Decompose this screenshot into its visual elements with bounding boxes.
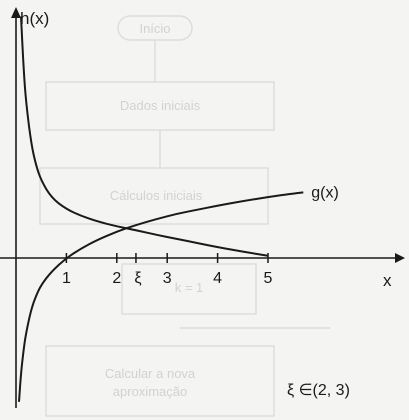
y-axis-label: h(x) — [20, 9, 49, 28]
ghost-start-label: Início — [139, 21, 170, 36]
g-curve-label: g(x) — [311, 184, 339, 201]
xi-tick-label: ξ — [134, 270, 141, 287]
x-axis-label: x — [383, 271, 392, 290]
ghost-box-2-label: Cálculos iniciais — [110, 188, 203, 203]
x-tick-label: 1 — [62, 270, 71, 287]
curves: g(x) — [19, 17, 339, 402]
h-curve — [21, 17, 268, 256]
interval-annotation: ξ ∈(2, 3) — [287, 382, 350, 399]
axes: h(x) x — [0, 7, 405, 408]
ghost-box-4-label-2: aproximação — [113, 384, 187, 399]
ghost-box-4 — [46, 346, 274, 416]
ghost-box-4-label-1: Calcular a nova — [105, 366, 196, 381]
x-axis-arrow-icon — [395, 253, 405, 263]
ghost-box-3-label: k = 1 — [175, 280, 204, 295]
x-tick-label: 4 — [213, 270, 222, 287]
x-tick-label: 5 — [264, 270, 273, 287]
x-tick-label: 2 — [112, 270, 121, 287]
x-tick-label: 3 — [163, 270, 172, 287]
ghost-box-1-label: Dados iniciais — [120, 98, 201, 113]
